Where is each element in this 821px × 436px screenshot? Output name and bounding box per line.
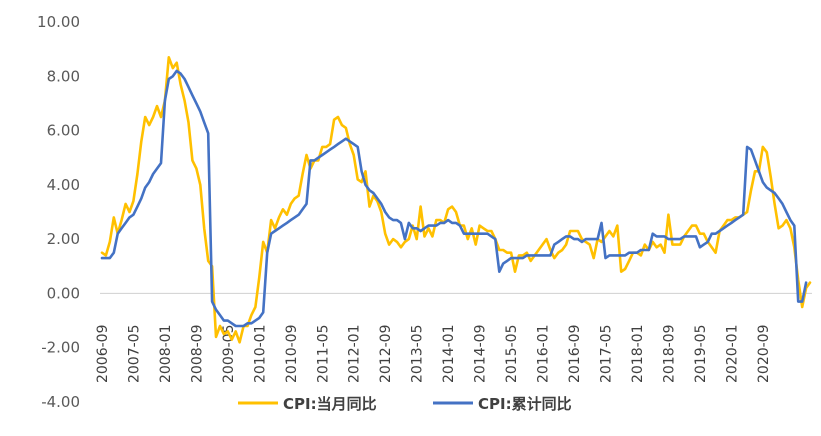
y-axis-tick-labels: 10.00 8.00 6.00 4.00 2.00 0.00 -2.00 -4.00 (37, 13, 80, 411)
x-tick-label: 2012-09 (378, 325, 394, 384)
x-tick-label: 2010-01 (252, 325, 268, 384)
y-tick-label: 2.00 (47, 230, 80, 248)
series-lines (100, 55, 812, 344)
x-tick-label: 2008-09 (189, 325, 205, 384)
x-tick-label: 2006-09 (95, 325, 111, 384)
y-tick-label: 4.00 (47, 176, 80, 194)
x-tick-label: 2016-09 (567, 325, 583, 384)
y-tick-label: -4.00 (41, 393, 80, 411)
x-tick-label: 2018-01 (630, 325, 646, 384)
x-tick-label: 2014-01 (441, 325, 457, 384)
y-tick-label: 0.00 (47, 284, 80, 302)
x-tick-label: 2015-05 (504, 325, 520, 384)
x-tick-label: 2008-01 (158, 325, 174, 384)
x-tick-label: 2018-09 (661, 325, 677, 384)
series-line-cumulative-yoy (100, 69, 808, 328)
x-tick-label: 2013-05 (410, 325, 426, 384)
legend-label-monthly: CPI:当月同比 (283, 395, 377, 413)
series-line-monthly-yoy (100, 55, 812, 344)
x-tick-label: 2019-05 (693, 325, 709, 384)
x-tick-label: 2020-01 (724, 325, 740, 384)
x-tick-label: 2007-05 (126, 325, 142, 384)
x-tick-label: 2020-09 (756, 325, 772, 384)
y-tick-label: -2.00 (41, 339, 80, 357)
legend-label-cumulative: CPI:累计同比 (478, 395, 572, 413)
x-tick-label: 2010-09 (284, 325, 300, 384)
x-tick-label: 2017-05 (598, 325, 614, 384)
y-tick-label: 6.00 (47, 122, 80, 140)
y-tick-label: 8.00 (47, 67, 80, 85)
x-tick-label: 2011-05 (315, 325, 331, 384)
x-tick-label: 2014-09 (473, 325, 489, 383)
x-tick-label: 2016-01 (536, 325, 552, 384)
y-tick-label: 10.00 (37, 13, 80, 31)
x-tick-label: 2012-01 (347, 325, 363, 384)
x-axis-tick-labels: 2006-09 2007-05 2008-01 2008-09 2009-05 2010-… (95, 325, 772, 384)
legend: CPI:当月同比 CPI:累计同比 (238, 395, 572, 413)
